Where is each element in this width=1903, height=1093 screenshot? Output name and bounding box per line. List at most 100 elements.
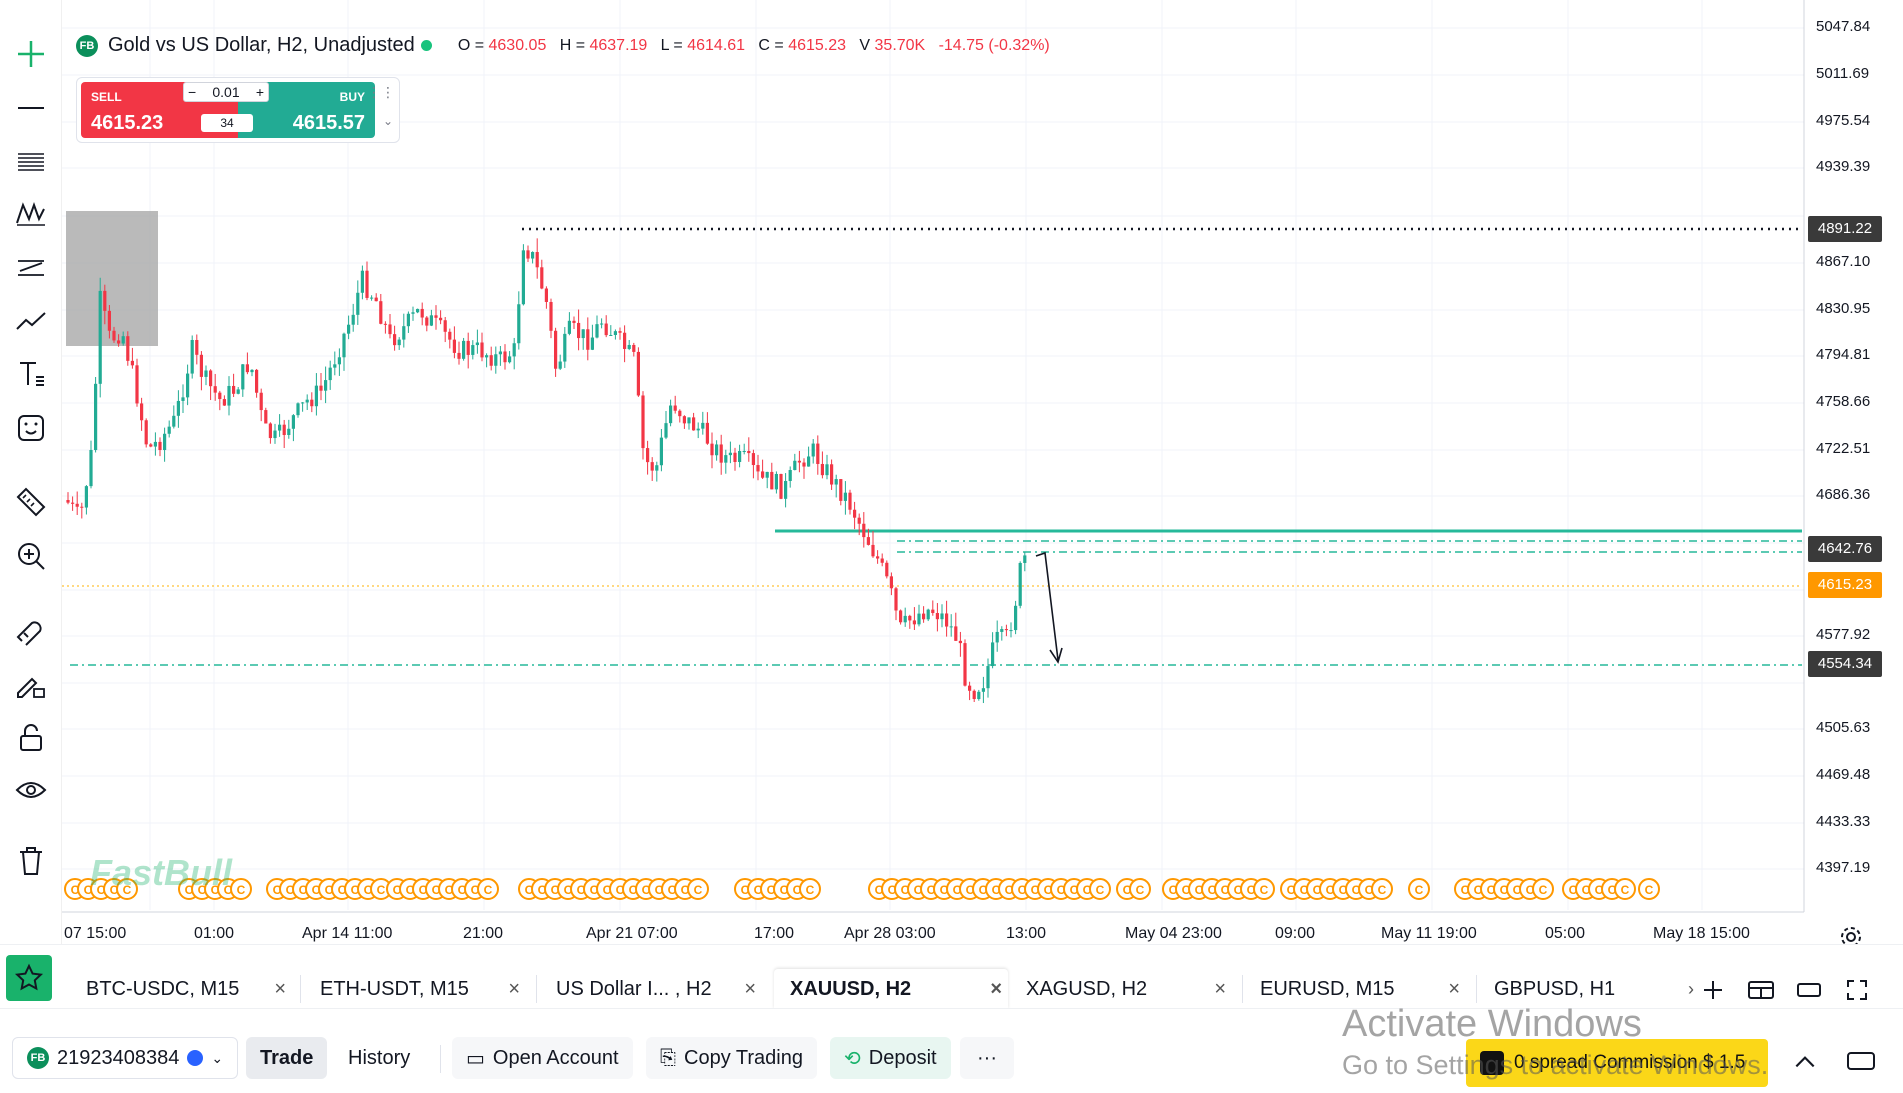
text-tool-icon[interactable] (8, 354, 54, 394)
close-icon[interactable]: × (1214, 977, 1226, 1000)
event-marker-label: C (681, 883, 690, 897)
candle-body (830, 464, 834, 485)
trash-icon[interactable] (8, 840, 54, 880)
candle-body (259, 392, 263, 411)
zoom-in-icon[interactable] (8, 536, 54, 576)
event-marker-label: C (616, 883, 625, 897)
chevron-right-icon[interactable]: › (1688, 978, 1694, 999)
plus-icon[interactable] (1696, 973, 1730, 1007)
lot-size-value[interactable]: 0.01 (212, 84, 240, 100)
open-account-button[interactable]: ▭ Open Account (452, 1037, 633, 1079)
symbol-badge: FB (76, 34, 98, 57)
volume-value: 35.70K (874, 36, 926, 54)
fib-levels-icon[interactable] (8, 140, 54, 180)
deposit-icon: ⟲ (844, 1047, 861, 1070)
pattern-icon[interactable] (8, 194, 54, 234)
tab-eth-usdt[interactable]: ETH-USDT, M15 × (304, 969, 526, 1009)
event-marker-label: C (1182, 883, 1191, 897)
emoji-icon[interactable] (8, 408, 54, 448)
event-marker-icon (1614, 878, 1636, 900)
candle-body (485, 355, 489, 358)
copy-trading-button[interactable]: ⎘ Copy Trading (646, 1037, 817, 1079)
candle-body (121, 336, 125, 344)
close-icon[interactable]: × (1448, 977, 1460, 1000)
event-marker-label: C (1569, 883, 1578, 897)
candle-body (807, 456, 811, 467)
magnet-icon[interactable] (8, 610, 54, 650)
event-marker-label: C (966, 883, 975, 897)
window-icon[interactable] (1846, 1049, 1876, 1078)
close-icon[interactable]: × (990, 977, 1002, 1000)
star-icon[interactable] (6, 955, 52, 1001)
candle-body (549, 301, 553, 331)
ruler-icon[interactable] (8, 482, 54, 522)
candle-body (163, 433, 167, 451)
candle-body (673, 405, 677, 411)
event-marker-label: C (577, 883, 586, 897)
candle-body (724, 455, 728, 463)
price-tick-label: 4830.95 (1816, 300, 1871, 317)
tab-eurusd[interactable]: EURUSD, M15 × (1244, 969, 1466, 1009)
lot-plus-button[interactable]: + (255, 84, 264, 100)
close-icon[interactable]: × (744, 977, 756, 1000)
tab-btc-usdc[interactable]: BTC-USDC, M15 × (70, 969, 292, 1009)
event-marker-label: C (1339, 883, 1348, 897)
channel-icon[interactable] (8, 246, 54, 286)
lot-size-stepper[interactable]: − 0.01 + (183, 82, 269, 102)
event-marker-label: C (1300, 883, 1309, 897)
event-marker-label: C (71, 883, 80, 897)
deposit-button[interactable]: ⟲ Deposit (830, 1037, 951, 1079)
tab-us-dollar-index[interactable]: US Dollar I... , H2 × (540, 969, 762, 1009)
horizontal-line-icon[interactable] (8, 88, 54, 128)
candle-body (393, 334, 397, 346)
candle-body (167, 426, 171, 434)
tab-label: ETH-USDT, M15 (320, 977, 469, 1000)
tab-xagusd[interactable]: XAGUSD, H2 × (1010, 969, 1232, 1009)
candle-body (273, 430, 277, 439)
price-tick-label: 4577.92 (1816, 626, 1871, 643)
eye-icon[interactable] (8, 770, 54, 810)
trend-icon[interactable] (8, 300, 54, 340)
fullscreen-icon[interactable] (1840, 973, 1874, 1007)
lot-minus-button[interactable]: − (188, 84, 197, 100)
tab-trade[interactable]: Trade (246, 1037, 328, 1079)
promo-text: 0 spread Commission $ 1.5 (1514, 1052, 1746, 1073)
window-icon[interactable] (1792, 973, 1826, 1007)
symbol-tabs-bar: BTC-USDC, M15 × ETH-USDT, M15 × US Dollar … (0, 944, 1903, 1009)
drag-handle-icon[interactable]: ⋮⋮ (367, 84, 395, 100)
lock-icon[interactable] (8, 718, 54, 758)
promo-banner[interactable]: 0 spread Commission $ 1.5 (1466, 1039, 1768, 1087)
chart-title[interactable]: Gold vs US Dollar, H2, Unadjusted (108, 34, 415, 56)
tab-history[interactable]: History (334, 1037, 425, 1079)
candle-body (80, 506, 84, 508)
event-marker-label: C (432, 883, 441, 897)
brush-lock-icon[interactable] (8, 664, 54, 704)
tab-label: BTC-USDC, M15 (86, 977, 240, 1000)
tab-gbpusd[interactable]: GBPUSD, H1 › (1478, 969, 1700, 1009)
candle-body (1009, 630, 1013, 632)
candle-body (135, 365, 139, 404)
quick-trade-widget: SELL 4615.23 BUY 4615.57 − 0.01 + 34 ⋮⋮ … (76, 77, 400, 143)
layout-icon[interactable] (1744, 973, 1778, 1007)
more-button[interactable]: ··· (960, 1037, 1014, 1079)
candle-body (434, 315, 438, 318)
tab-xauusd[interactable]: XAUUSD, H2 × (774, 969, 1008, 1009)
close-icon[interactable]: × (508, 977, 520, 1000)
close-icon[interactable]: × (274, 977, 286, 1000)
event-marker-label: C (629, 883, 638, 897)
chevron-down-icon[interactable]: ⌄ (382, 114, 393, 128)
event-marker-label: C (1044, 883, 1053, 897)
fastbull-watermark: FastBull (90, 852, 233, 893)
account-selector[interactable]: FB 21923408384 ⌄ (12, 1037, 239, 1079)
crosshair-icon[interactable] (8, 34, 54, 74)
candle-body (337, 357, 341, 365)
event-marker-icon (799, 878, 821, 900)
event-marker-label: C (1352, 883, 1361, 897)
chevron-up-icon[interactable] (1792, 1049, 1818, 1080)
candle-body (181, 397, 185, 401)
event-marker-label: C (694, 883, 703, 897)
event-marker-label: C (551, 883, 560, 897)
candle-body (788, 469, 792, 481)
